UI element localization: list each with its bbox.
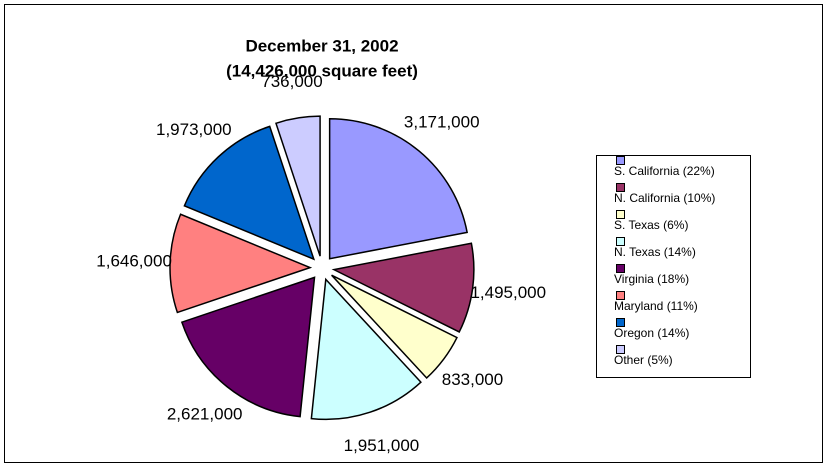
legend-label: Other (5%): [614, 353, 673, 367]
value-label: 2,621,000: [167, 404, 243, 423]
pie-slice: [331, 274, 458, 380]
value-label: 3,171,000: [404, 113, 480, 132]
chart-title: December 31, 2002: [245, 36, 398, 55]
pie-slice: [183, 125, 316, 261]
legend-label: Oregon (14%): [614, 326, 689, 340]
legend-label: N. California (10%): [614, 191, 715, 205]
chart-subtitle: (14,426,000 square feet): [226, 61, 418, 80]
value-label: 833,000: [442, 370, 503, 389]
legend-swatch: [616, 183, 625, 192]
legend-swatch: [616, 156, 625, 165]
legend-label: Maryland (11%): [614, 299, 698, 313]
legend-swatch: [616, 318, 625, 327]
legend-swatch: [616, 291, 625, 300]
legend-swatch: [616, 237, 625, 246]
legend-label: S. California (22%): [614, 164, 715, 178]
legend-swatch: [616, 345, 625, 354]
legend-swatch: [616, 210, 625, 219]
legend-swatch: [616, 264, 625, 273]
value-label: 1,973,000: [156, 120, 232, 139]
legend-label: N. Texas (14%): [614, 245, 696, 259]
value-label: 1,951,000: [344, 436, 420, 455]
legend-label: S. Texas (6%): [614, 218, 688, 232]
pie-slice: [331, 242, 475, 333]
pie-slice: [169, 213, 313, 314]
legend-label: Virginia (18%): [614, 272, 689, 286]
value-label: 1,495,000: [470, 283, 546, 302]
pie-slice: [328, 117, 469, 260]
value-label: 1,646,000: [96, 251, 172, 270]
pie-slice: [310, 277, 422, 421]
value-label: 736,000: [261, 72, 322, 91]
pie-slice: [275, 115, 321, 257]
pie-slice: [180, 276, 316, 418]
